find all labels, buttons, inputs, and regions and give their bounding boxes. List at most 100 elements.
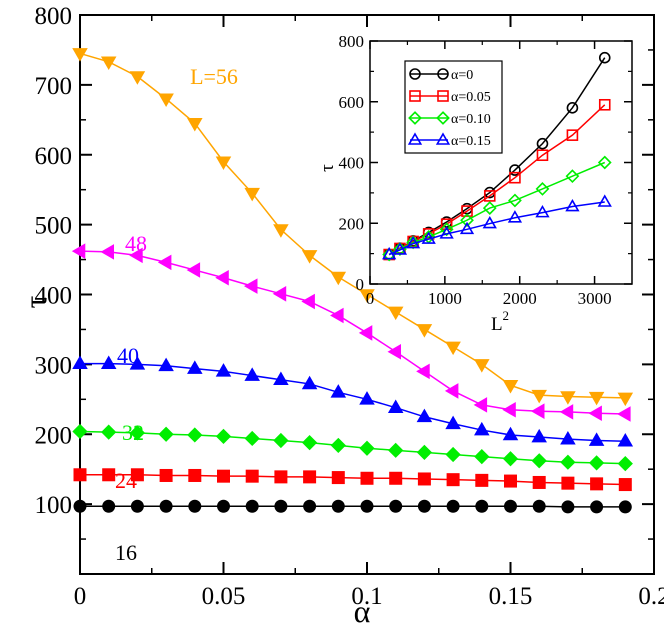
data-point: [389, 471, 403, 485]
data-point: [531, 453, 547, 469]
inset-data-point: [509, 171, 521, 184]
data-point: [71, 243, 86, 259]
legend-marker: [437, 68, 449, 80]
data-point: [359, 289, 375, 303]
inset-data-point: [597, 194, 612, 207]
data-point: [618, 478, 632, 492]
data-point: [273, 224, 289, 238]
data-point: [358, 325, 373, 341]
y-tick-label: 400: [35, 283, 73, 310]
data-point: [416, 408, 433, 423]
data-point: [475, 473, 489, 487]
inset-data-point: [598, 98, 611, 111]
series-5: L=56: [72, 48, 634, 407]
data-point: [100, 244, 114, 260]
data-point: [72, 355, 88, 369]
series-4: 48: [71, 231, 631, 422]
data-point: [330, 271, 347, 286]
data-point: [359, 440, 375, 456]
data-point: [130, 468, 144, 482]
data-point: [588, 432, 605, 446]
main-plot: 0 0.05 0.1 0.15 0.2100200300400500600700800α…: [17, 3, 664, 629]
data-point: [215, 428, 232, 444]
data-point: [531, 428, 547, 443]
data-point: [588, 405, 602, 422]
data-point: [158, 426, 174, 442]
data-point: [387, 344, 401, 360]
data-point: [387, 399, 404, 413]
x-tick-label: 0.2: [638, 583, 664, 610]
series-label: 40: [117, 343, 139, 368]
legend-label: α=0.15: [451, 134, 491, 149]
data-point: [561, 500, 575, 514]
data-point: [301, 250, 318, 264]
inset-data-point: [565, 198, 580, 212]
inset-data-point: [421, 231, 436, 244]
inset-x-tick-label: 0: [366, 289, 375, 308]
data-point: [159, 468, 173, 482]
data-point: [274, 499, 288, 513]
series-label: 24: [115, 468, 137, 493]
inset-data-point: [597, 155, 612, 170]
data-point: [504, 474, 517, 488]
data-point: [446, 499, 460, 513]
y-tick-label: 100: [35, 492, 73, 519]
inset-data-point: [535, 182, 550, 196]
data-point: [129, 247, 143, 264]
data-point: [618, 500, 632, 514]
inset-data-point: [509, 164, 521, 176]
data-point: [388, 442, 404, 458]
inset-x-axis-title-base: L: [491, 314, 503, 335]
x-tick-label: 0.1: [351, 583, 382, 610]
data-point: [303, 470, 317, 484]
data-point: [273, 371, 289, 386]
series-1: 24: [73, 468, 632, 493]
data-point: [474, 449, 490, 465]
inset-x-axis-title-superscript: 2: [503, 308, 510, 323]
legend-box: [404, 60, 503, 154]
data-point: [474, 359, 490, 373]
inset-data-point: [482, 215, 497, 229]
legend-label: α=0: [451, 68, 473, 83]
inset-y-tick-label: 600: [339, 93, 365, 112]
data-point: [72, 48, 88, 62]
data-point: [187, 427, 203, 443]
data-point: [301, 293, 315, 310]
data-point: [560, 430, 576, 445]
data-point: [73, 499, 87, 513]
data-point: [561, 476, 575, 490]
data-point: [474, 421, 490, 436]
data-point: [159, 499, 173, 513]
data-point: [330, 437, 346, 454]
inset-data-point: [461, 205, 473, 217]
data-point: [416, 363, 430, 380]
legend-marker: [437, 90, 449, 102]
data-point: [130, 499, 144, 513]
inset-data-point: [565, 169, 580, 184]
data-point: [215, 363, 232, 377]
inset-data-point: [392, 242, 408, 255]
inset-x-tick-label: 3000: [578, 289, 612, 308]
series-3: 40: [72, 343, 634, 447]
data-point: [560, 391, 576, 405]
data-point: [417, 499, 431, 513]
series-0: 16: [73, 499, 632, 565]
data-point: [303, 499, 317, 513]
legend-marker: [408, 111, 422, 125]
inset-data-point: [566, 129, 579, 141]
data-point: [217, 499, 230, 513]
data-point: [73, 468, 87, 482]
data-point: [331, 499, 345, 513]
x-tick-label: 0: [74, 583, 87, 610]
data-point: [245, 499, 259, 513]
data-point: [359, 391, 375, 405]
data-point: [129, 71, 146, 85]
data-point: [215, 156, 232, 170]
inset-data-point: [382, 246, 397, 260]
data-point: [217, 469, 230, 483]
y-axis-title: τ: [17, 295, 53, 308]
data-point: [129, 356, 146, 370]
x-tick-label: 0.15: [489, 583, 533, 610]
data-point: [446, 473, 460, 487]
